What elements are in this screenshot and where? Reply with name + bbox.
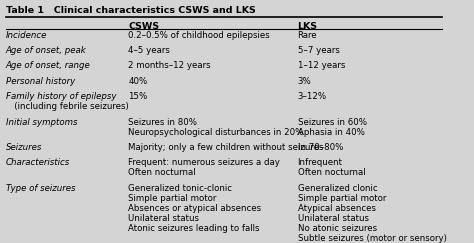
Text: No atonic seizures: No atonic seizures (298, 224, 377, 233)
Text: 3–12%: 3–12% (298, 92, 327, 101)
Text: Seizures in 80%: Seizures in 80% (128, 118, 197, 127)
Text: Frequent: numerous seizures a day: Frequent: numerous seizures a day (128, 158, 280, 167)
Text: Subtle seizures (motor or sensory): Subtle seizures (motor or sensory) (298, 234, 447, 243)
Text: Generalized tonic-clonic: Generalized tonic-clonic (128, 184, 232, 193)
Text: Unilateral status: Unilateral status (128, 214, 200, 223)
Text: 2 months–12 years: 2 months–12 years (128, 61, 211, 70)
Text: Generalized clonic: Generalized clonic (298, 184, 377, 193)
Text: Atonic seizures leading to falls: Atonic seizures leading to falls (128, 224, 260, 233)
Text: Rare: Rare (298, 31, 317, 40)
Text: Incidence: Incidence (6, 31, 47, 40)
Text: Aphasia in 40%: Aphasia in 40% (298, 128, 365, 137)
Text: 15%: 15% (128, 92, 147, 101)
Text: Personal history: Personal history (6, 77, 75, 86)
Text: LKS: LKS (298, 22, 318, 31)
Text: Seizures: Seizures (6, 143, 42, 152)
Text: (including febrile seizures): (including febrile seizures) (6, 102, 128, 111)
Text: Age of onset, range: Age of onset, range (6, 61, 91, 70)
Text: Unilateral status: Unilateral status (298, 214, 369, 223)
Text: In 70–80%: In 70–80% (298, 143, 343, 152)
Text: 4–5 years: 4–5 years (128, 46, 170, 55)
Text: Atypical absences: Atypical absences (298, 204, 375, 213)
Text: 0.2–0.5% of childhood epilepsies: 0.2–0.5% of childhood epilepsies (128, 31, 270, 40)
Text: Table 1   Clinical characteristics CSWS and LKS: Table 1 Clinical characteristics CSWS an… (6, 6, 255, 15)
Text: Family history of epilepsy: Family history of epilepsy (6, 92, 116, 101)
Text: Often nocturnal: Often nocturnal (128, 168, 196, 177)
Text: Infrequent: Infrequent (298, 158, 343, 167)
Text: Characteristics: Characteristics (6, 158, 70, 167)
Text: Absences or atypical absences: Absences or atypical absences (128, 204, 262, 213)
Text: 1–12 years: 1–12 years (298, 61, 345, 70)
Text: CSWS: CSWS (128, 22, 159, 31)
Text: Age of onset, peak: Age of onset, peak (6, 46, 87, 55)
Text: Often nocturnal: Often nocturnal (298, 168, 365, 177)
Text: 40%: 40% (128, 77, 147, 86)
Text: Seizures in 60%: Seizures in 60% (298, 118, 366, 127)
Text: Neuropsychological disturbances in 20%: Neuropsychological disturbances in 20% (128, 128, 304, 137)
Text: Simple partial motor: Simple partial motor (128, 194, 217, 203)
Text: 3%: 3% (298, 77, 311, 86)
Text: Type of seizures: Type of seizures (6, 184, 75, 193)
Text: Initial symptoms: Initial symptoms (6, 118, 77, 127)
Text: Simple partial motor: Simple partial motor (298, 194, 386, 203)
Text: 5–7 years: 5–7 years (298, 46, 339, 55)
Text: Majority; only a few children without seizures: Majority; only a few children without se… (128, 143, 324, 152)
